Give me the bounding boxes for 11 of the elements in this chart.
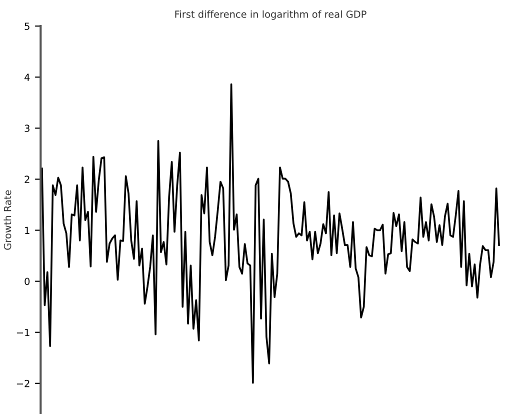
y-tick-label: 0: [24, 278, 30, 286]
y-tick-label: 2: [24, 176, 30, 183]
line-series: [41, 83, 500, 384]
y-tick-label: 4: [24, 74, 30, 81]
chart-title: First difference in logarithm of real GDP: [175, 10, 366, 20]
y-tick-label: 5: [24, 22, 30, 30]
y-axis-title: Growth Rate: [4, 190, 12, 250]
y-tick-label: 3: [24, 124, 30, 132]
y-tick-label: −1: [16, 328, 30, 336]
y-tick-label: 1: [25, 226, 30, 234]
y-tick-label: −2: [16, 380, 30, 388]
